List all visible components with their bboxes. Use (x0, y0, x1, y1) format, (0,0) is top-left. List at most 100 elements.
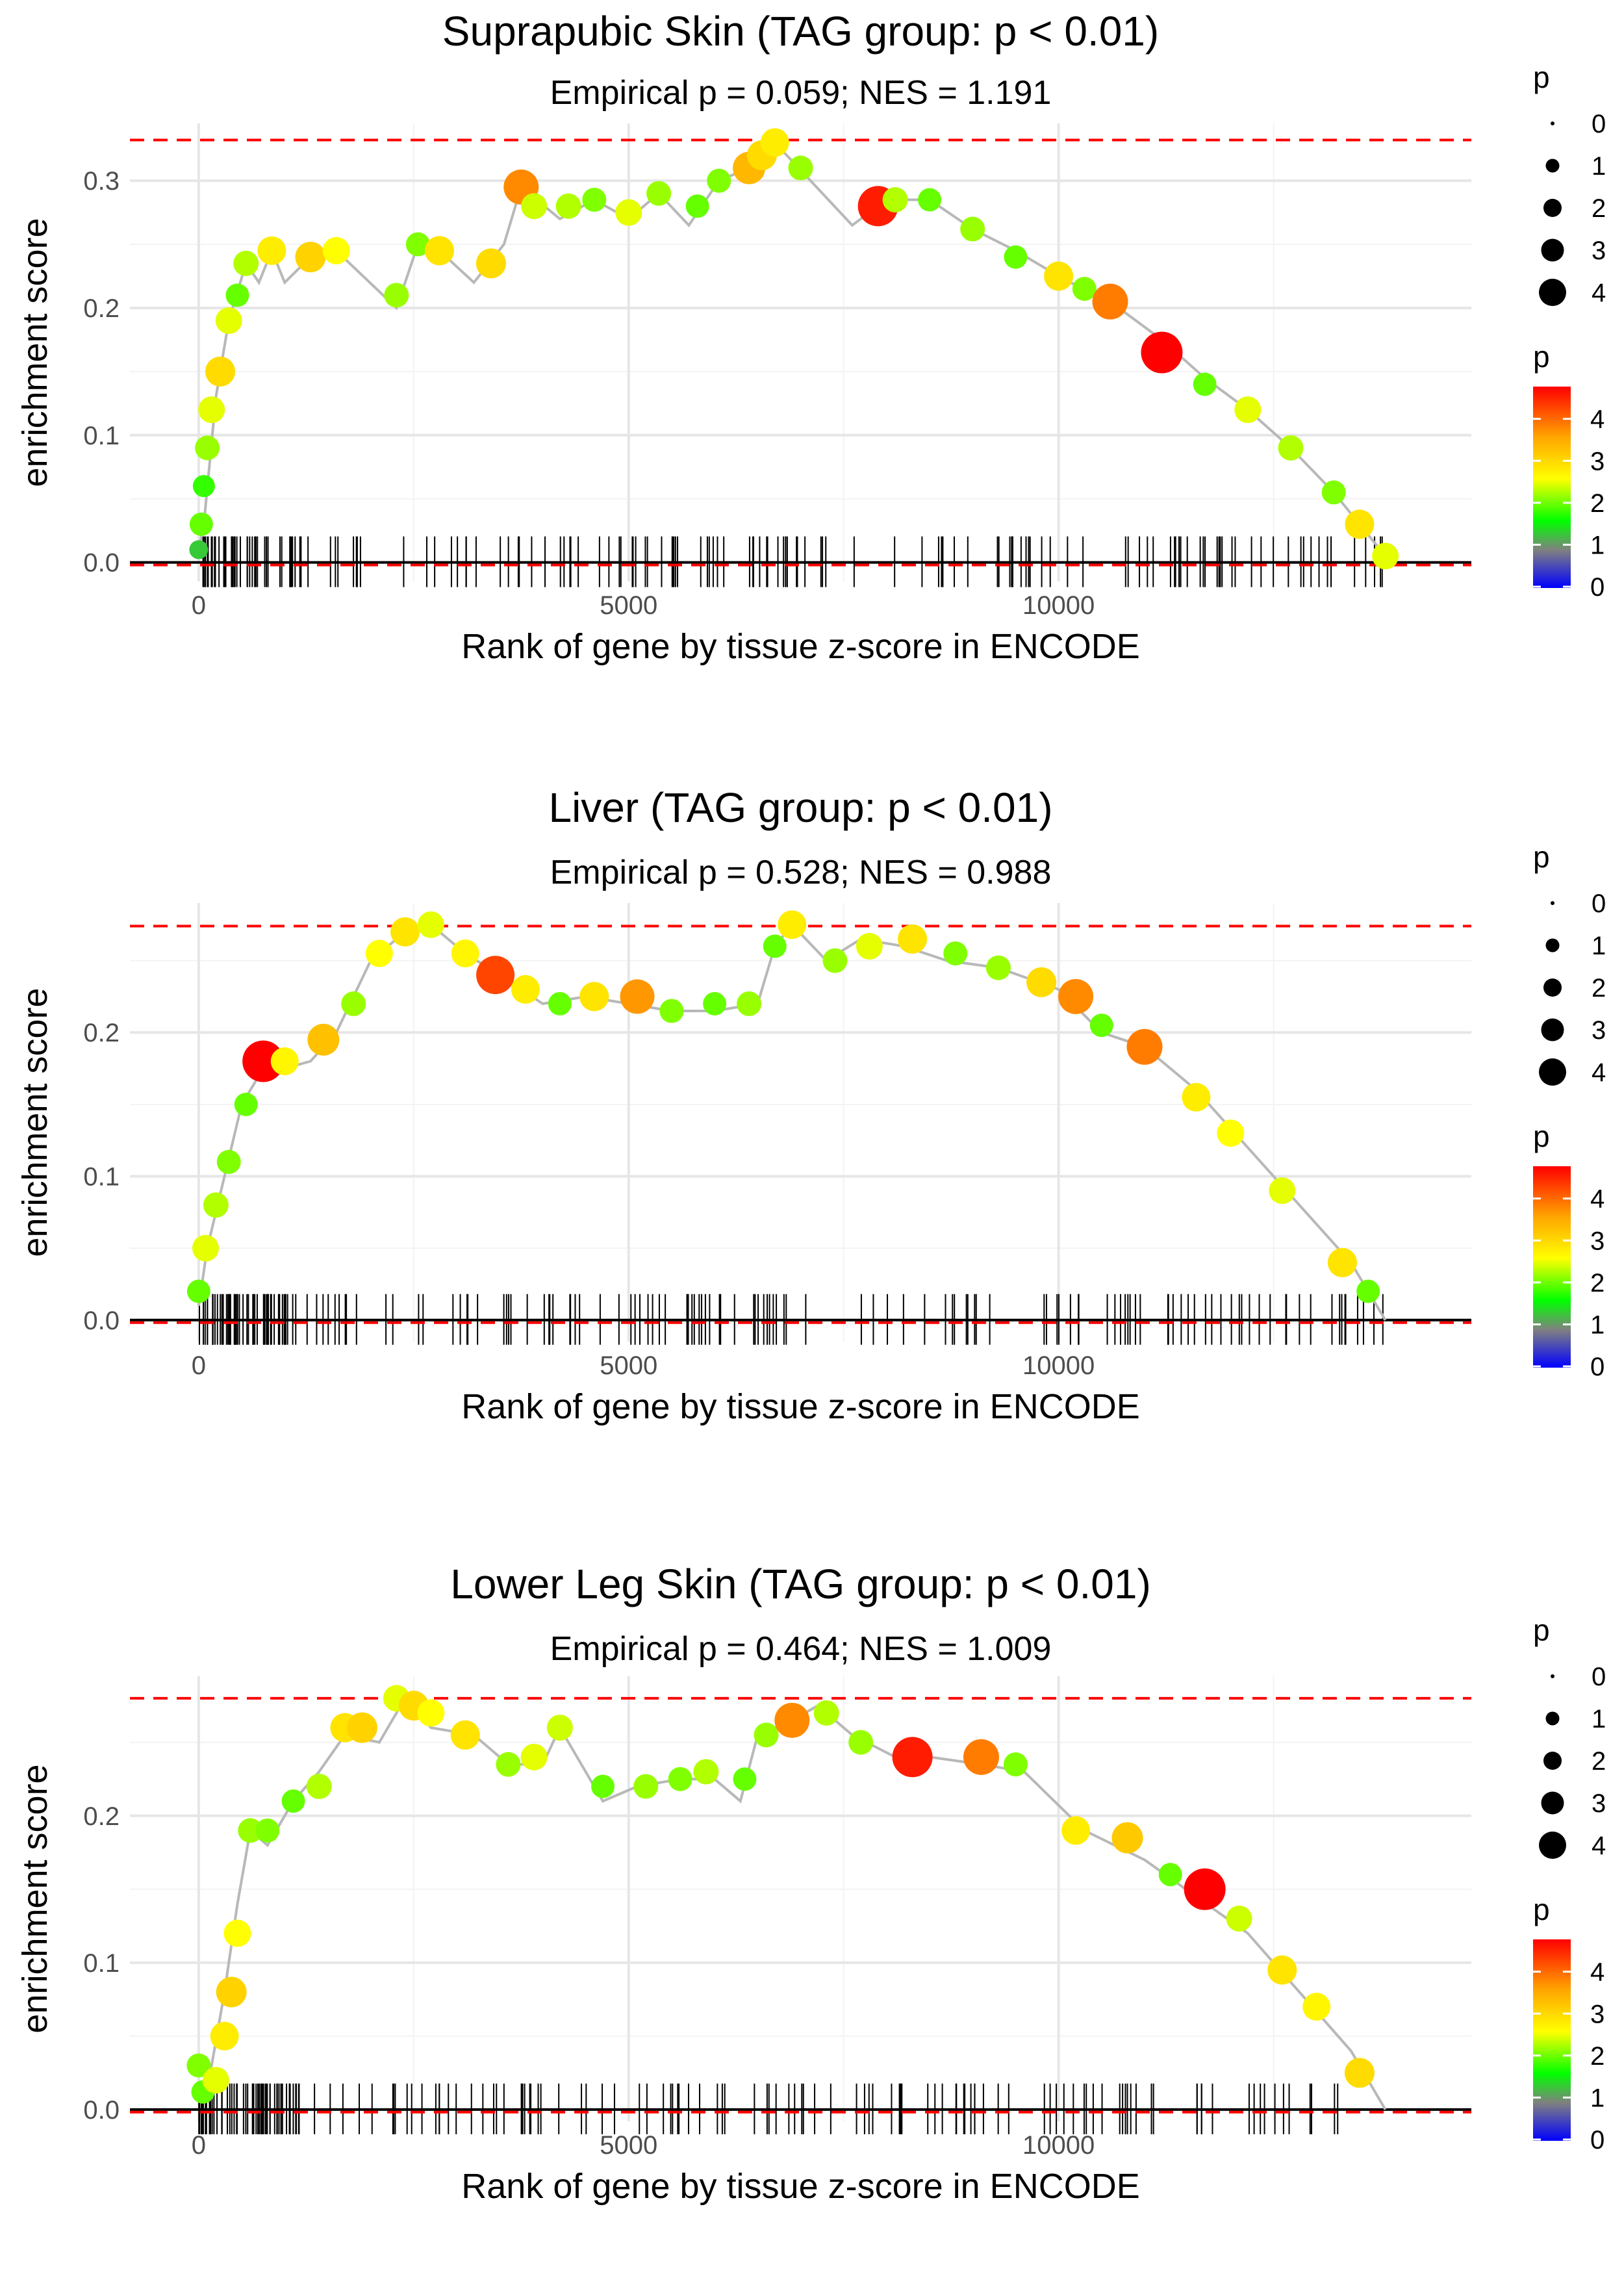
enrichment-point (425, 236, 455, 266)
enrichment-point (476, 956, 515, 995)
enrichment-point (943, 941, 968, 965)
enrichment-point (225, 283, 249, 307)
legend-panel-2: p 0 1 2 3 4 p 0 1 2 3 4 (1533, 840, 1606, 1381)
size-legend-dot (1539, 1058, 1566, 1086)
enrichment-point (341, 991, 366, 1016)
enrichment-point (1327, 1247, 1357, 1277)
enrichment-point (579, 982, 609, 1012)
enrichment-point (760, 128, 789, 157)
colorbar-label: 2 (1590, 2042, 1605, 2071)
enrichment-point (233, 250, 259, 276)
enrichment-point (1217, 1119, 1245, 1147)
enrichment-point (189, 512, 213, 536)
enrichment-point (1356, 1279, 1380, 1303)
enrichment-point (646, 181, 672, 206)
y-tick-label: 0.1 (83, 1949, 120, 1978)
enrichment-point (202, 2067, 229, 2094)
enrichment-point (405, 232, 430, 257)
enrichment-path (197, 923, 1387, 1321)
enrichment-points (189, 128, 1399, 570)
size-legend-dot (1551, 901, 1554, 905)
enrichment-point (918, 188, 942, 212)
x-tick-label: 5000 (600, 1351, 657, 1380)
y-axis-title: enrichment score (16, 218, 55, 487)
y-axis-title: enrichment score (16, 988, 55, 1257)
colorbar-label: 2 (1590, 489, 1605, 518)
size-legend-label: 0 (1592, 110, 1606, 138)
size-legend-label: 4 (1592, 1058, 1606, 1087)
y-tick-label: 0.1 (83, 422, 120, 450)
enrichment-point (1372, 543, 1399, 570)
y-axis-title: enrichment score (16, 1764, 55, 2033)
size-legend-dot (1551, 121, 1554, 125)
enrichment-point (390, 917, 420, 947)
enrichment-point (496, 1752, 521, 1777)
size-legend-dot (1543, 1752, 1562, 1770)
enrichment-point (186, 2053, 211, 2078)
enrichment-point (295, 242, 326, 273)
x-axis-title: Rank of gene by tissue z-score in ENCODE (461, 1387, 1139, 1426)
size-legend-title: p (1533, 60, 1550, 94)
x-tick-label: 0 (192, 591, 206, 620)
enrichment-point (346, 1712, 377, 1743)
chart-title: Lower Leg Skin (TAG group: p < 0.01) (450, 1561, 1151, 1607)
chart-subtitle: Empirical p = 0.528; NES = 0.988 (550, 854, 1052, 891)
size-legend-dot (1543, 199, 1562, 217)
enrichment-point (1058, 978, 1094, 1014)
enrichment-point (255, 1818, 280, 1843)
size-legend-label: 1 (1592, 152, 1606, 181)
enrichment-point (306, 1774, 332, 1800)
size-legend-dot (1545, 938, 1560, 952)
enrichment-point (737, 991, 762, 1016)
enrichment-point (205, 356, 235, 387)
enrichment-point (242, 1040, 285, 1082)
enrichment-point (1302, 1993, 1331, 2021)
size-legend-label: 3 (1592, 1789, 1606, 1818)
size-legend-label: 4 (1592, 279, 1606, 307)
size-legend-label: 2 (1592, 194, 1606, 223)
chart-title: Liver (TAG group: p < 0.01) (548, 784, 1052, 831)
enrichment-point (960, 216, 985, 242)
enrichment-point (216, 1149, 241, 1174)
color-legend-title: p (1533, 1893, 1550, 1926)
enrichment-point (1234, 396, 1262, 424)
y-tick-label: 0.2 (83, 294, 120, 323)
enrichment-point (281, 1789, 305, 1813)
enrichment-point (693, 1759, 719, 1785)
enrichment-point (511, 975, 540, 1004)
size-legend-dot (1543, 978, 1562, 997)
enrichment-point (195, 435, 220, 461)
enrichment-point (591, 1774, 615, 1798)
enrichment-point (1344, 2058, 1375, 2088)
x-tick-label: 5000 (600, 2131, 657, 2160)
colorbar (1533, 1166, 1571, 1368)
enrichment-point (548, 991, 572, 1016)
enrichment-point (1003, 1752, 1028, 1777)
enrichment-point (234, 1092, 258, 1116)
enrichment-point (476, 248, 506, 279)
size-legend-dot (1539, 1832, 1566, 1859)
enrichment-point (1111, 1822, 1143, 1854)
enrichment-point (848, 1730, 874, 1755)
enrichment-point (1061, 1816, 1091, 1845)
chart-title: Suprapubic Skin (TAG group: p < 0.01) (442, 8, 1159, 55)
y-tick-label: 0.0 (83, 2096, 120, 2125)
legend-panel-1: p 0 1 2 3 4 p 0 1 2 3 4 (1533, 60, 1606, 602)
size-legend-label: 0 (1592, 889, 1606, 918)
size-legend-label: 2 (1592, 1747, 1606, 1776)
enrichment-point (763, 934, 787, 958)
x-axis-title: Rank of gene by tissue z-score in ENCODE (461, 627, 1139, 666)
enrichment-point (450, 1720, 480, 1750)
enrichment-point (882, 187, 908, 212)
enrichment-point (963, 1739, 999, 1775)
enrichment-point (615, 199, 642, 226)
enrichment-point (384, 283, 409, 308)
x-tick-label: 5000 (600, 591, 657, 620)
size-legend-dot (1539, 279, 1566, 306)
enrichment-point (555, 193, 581, 219)
legend-panel-3: p 0 1 2 3 4 p 0 1 2 3 4 (1533, 1613, 1606, 2154)
enrichment-point (1126, 1028, 1163, 1065)
enrichment-point (210, 2021, 239, 2050)
enrichment-point (270, 1047, 299, 1075)
